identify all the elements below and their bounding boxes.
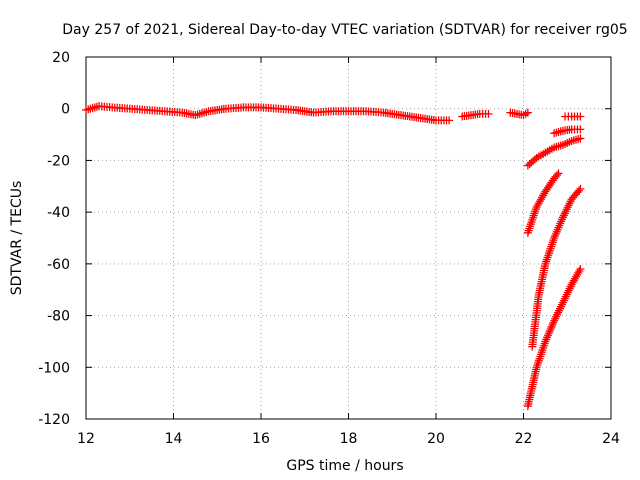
data-point bbox=[523, 108, 532, 117]
y-tick-label: -80 bbox=[47, 309, 70, 325]
x-tick-label: 20 bbox=[427, 431, 445, 447]
data-point bbox=[554, 169, 563, 178]
y-tick-label: -120 bbox=[38, 412, 70, 428]
series-short-2 bbox=[561, 112, 585, 121]
data-point bbox=[565, 199, 574, 208]
data-point bbox=[484, 109, 493, 118]
x-tick-label: 24 bbox=[602, 431, 620, 447]
data-point bbox=[576, 112, 585, 121]
x-tick-label: 12 bbox=[77, 431, 95, 447]
data-point bbox=[555, 304, 564, 313]
data-point bbox=[563, 203, 572, 212]
data-point bbox=[550, 316, 559, 325]
data-point bbox=[554, 306, 563, 315]
y-tick-label: -40 bbox=[47, 205, 70, 221]
data-point bbox=[553, 310, 562, 319]
data-point bbox=[576, 184, 585, 193]
data-point bbox=[565, 284, 574, 293]
data-point bbox=[445, 116, 454, 125]
data-point bbox=[559, 296, 568, 305]
data-point bbox=[561, 207, 570, 216]
series-gap-a bbox=[458, 109, 493, 121]
x-tick-label: 22 bbox=[515, 431, 533, 447]
data-point bbox=[574, 186, 583, 195]
axis-ticks bbox=[85, 56, 612, 420]
data-point bbox=[557, 300, 566, 309]
y-tick-label: -20 bbox=[47, 153, 70, 169]
series-short-1 bbox=[550, 125, 585, 138]
y-tick-label: 0 bbox=[61, 102, 70, 118]
data-point bbox=[564, 201, 573, 210]
data-point bbox=[559, 211, 568, 220]
x-tick-label: 14 bbox=[165, 431, 183, 447]
x-tick-label: 16 bbox=[252, 431, 270, 447]
series-gap-b bbox=[506, 108, 532, 120]
data-point bbox=[560, 209, 569, 218]
data-point bbox=[560, 294, 569, 303]
y-axis-tick-labels: 20 0 -20 -40 -60 -80 -100 -120 bbox=[38, 50, 70, 428]
chart-title: Day 257 of 2021, Sidereal Day-to-day VTE… bbox=[62, 22, 627, 38]
data-point bbox=[552, 312, 561, 321]
x-tick-label: 18 bbox=[340, 431, 358, 447]
series-arc-2 bbox=[523, 169, 563, 237]
data-point bbox=[558, 213, 567, 222]
data-points bbox=[82, 102, 585, 411]
data-point bbox=[554, 308, 563, 317]
y-axis-title: SDTVAR / TECUs bbox=[9, 181, 25, 296]
data-point bbox=[561, 292, 570, 301]
data-point bbox=[551, 314, 560, 323]
series-arc-4 bbox=[523, 265, 585, 411]
data-point bbox=[562, 205, 571, 214]
y-tick-label: 20 bbox=[52, 50, 70, 66]
data-point bbox=[562, 290, 571, 299]
data-point bbox=[564, 286, 573, 295]
data-point bbox=[576, 125, 585, 134]
x-axis-title: GPS time / hours bbox=[286, 458, 403, 474]
series-arc-1 bbox=[523, 134, 585, 170]
series-arc-3 bbox=[528, 184, 585, 351]
data-point bbox=[576, 265, 585, 274]
data-point bbox=[556, 302, 565, 311]
x-axis-tick-labels: 12 14 16 18 20 22 24 bbox=[77, 431, 620, 447]
series-baseline bbox=[82, 102, 454, 125]
y-tick-label: -100 bbox=[38, 360, 70, 376]
y-tick-label: -60 bbox=[47, 257, 70, 273]
data-point bbox=[553, 171, 562, 180]
data-point bbox=[576, 134, 585, 143]
data-point bbox=[558, 298, 567, 307]
data-point bbox=[575, 266, 584, 275]
data-point bbox=[563, 288, 572, 297]
